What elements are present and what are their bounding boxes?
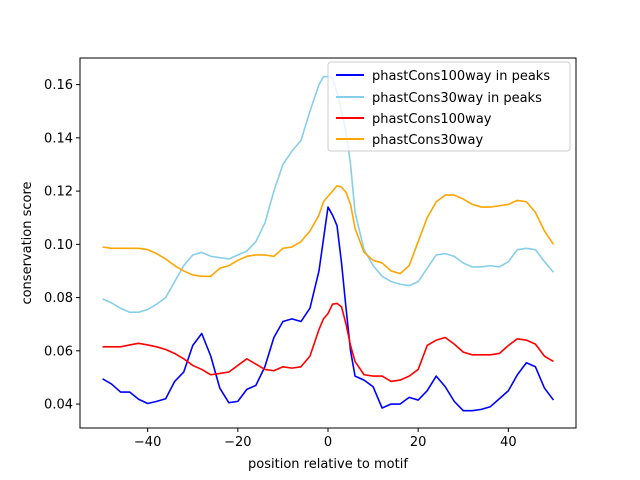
y-tick-label: 0.04 [44, 398, 73, 413]
legend-label-red: phastCons100way [372, 112, 492, 127]
y-tick-label: 0.16 [44, 78, 73, 93]
legend-box [327, 61, 571, 152]
y-tick-label: 0.08 [44, 291, 73, 306]
x-axis-ticks: −40 −20 0 20 40 [134, 428, 517, 450]
x-tick-label: −20 [224, 435, 251, 450]
y-tick-label: 0.06 [44, 344, 73, 359]
legend: phastCons100way in peaks phastCons30way … [327, 61, 571, 152]
legend-label-blue: phastCons100way in peaks [372, 69, 550, 84]
x-tick-label: 0 [324, 435, 332, 450]
series-line-red [102, 302, 554, 383]
x-tick-label: 20 [410, 435, 427, 450]
x-tick-label: −40 [134, 435, 161, 450]
legend-label-orange: phastCons30way [372, 133, 484, 148]
y-axis-ticks: 0.04 0.06 0.08 0.10 0.12 0.14 0.16 [44, 78, 80, 413]
series-line-blue [102, 206, 555, 412]
y-tick-label: 0.10 [44, 238, 73, 253]
y-axis-label: conservation score [20, 181, 35, 304]
y-tick-label: 0.14 [44, 131, 73, 146]
x-axis-label: position relative to motif [248, 457, 408, 472]
x-tick-label: 40 [500, 435, 517, 450]
legend-label-skyblue: phastCons30way in peaks [372, 91, 542, 106]
y-tick-label: 0.12 [44, 185, 73, 200]
series-line-orange [102, 184, 555, 278]
